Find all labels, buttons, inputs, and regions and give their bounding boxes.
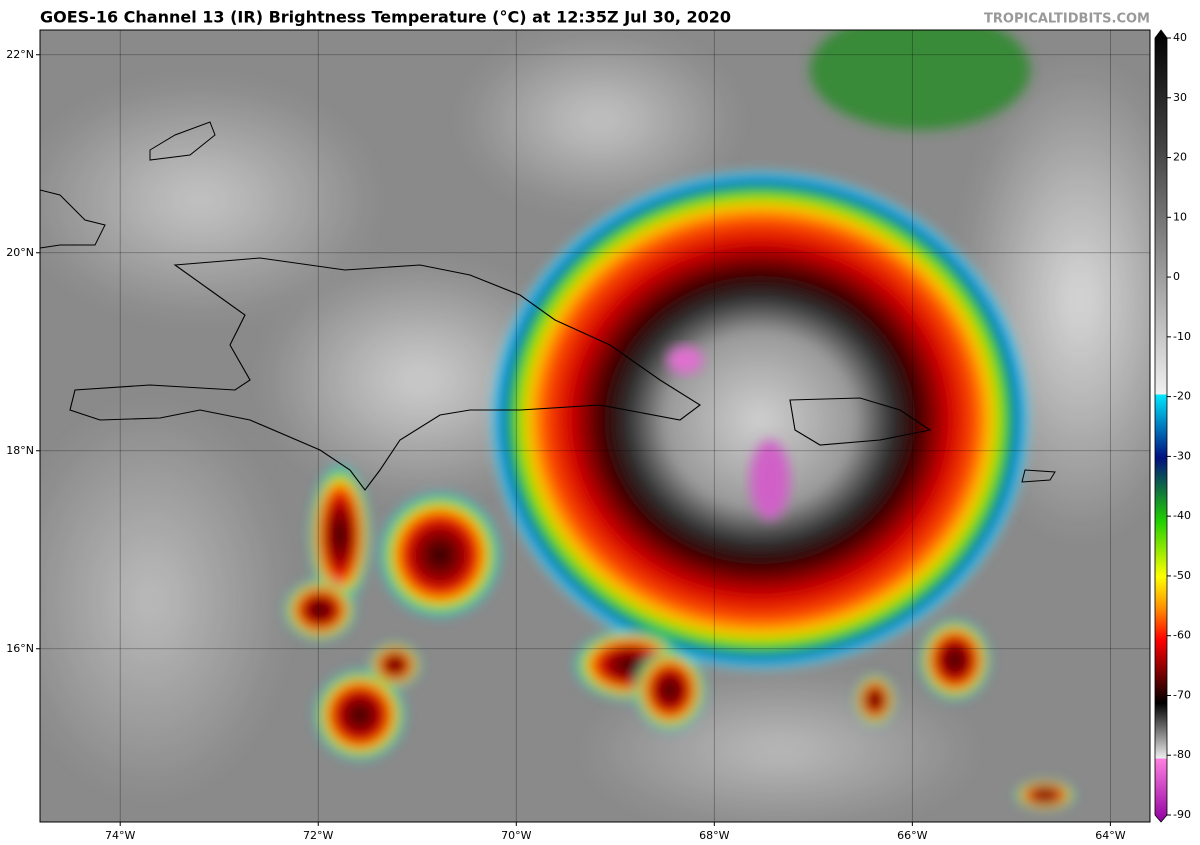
lat-label: 20°N	[6, 246, 34, 259]
colorbar-label: -80	[1173, 748, 1191, 761]
title: GOES-16 Channel 13 (IR) Brightness Tempe…	[40, 8, 731, 27]
colorbar-label: -60	[1173, 629, 1191, 642]
lon-label: 74°W	[105, 829, 135, 842]
lon-label: 72°W	[303, 829, 333, 842]
lon-label: 66°W	[897, 829, 927, 842]
lat-label: 22°N	[6, 48, 34, 61]
colorbar-label: -10	[1173, 330, 1191, 343]
lon-label: 64°W	[1095, 829, 1125, 842]
colorbar-label: -30	[1173, 449, 1191, 462]
colorbar-label: -20	[1173, 390, 1191, 403]
lat-label: 16°N	[6, 642, 34, 655]
colorbar-label: 30	[1173, 91, 1187, 104]
colorbar-label: -90	[1173, 808, 1191, 821]
colorbar-label: -40	[1173, 509, 1191, 522]
colorbar-label: 20	[1173, 151, 1187, 164]
lat-label: 18°N	[6, 444, 34, 457]
satellite-image	[40, 30, 1150, 822]
colorbar-label: 10	[1173, 210, 1187, 223]
lon-label: 68°W	[699, 829, 729, 842]
colorbar-label: -70	[1173, 688, 1191, 701]
colorbar-label: -50	[1173, 569, 1191, 582]
credit: TROPICALTIDBITS.COM	[984, 12, 1150, 27]
lon-label: 70°W	[501, 829, 531, 842]
colorbar-label: 0	[1173, 270, 1180, 283]
colorbar-label: 40	[1173, 31, 1187, 44]
colorbar	[1154, 29, 1168, 823]
map-frame	[39, 29, 1151, 823]
